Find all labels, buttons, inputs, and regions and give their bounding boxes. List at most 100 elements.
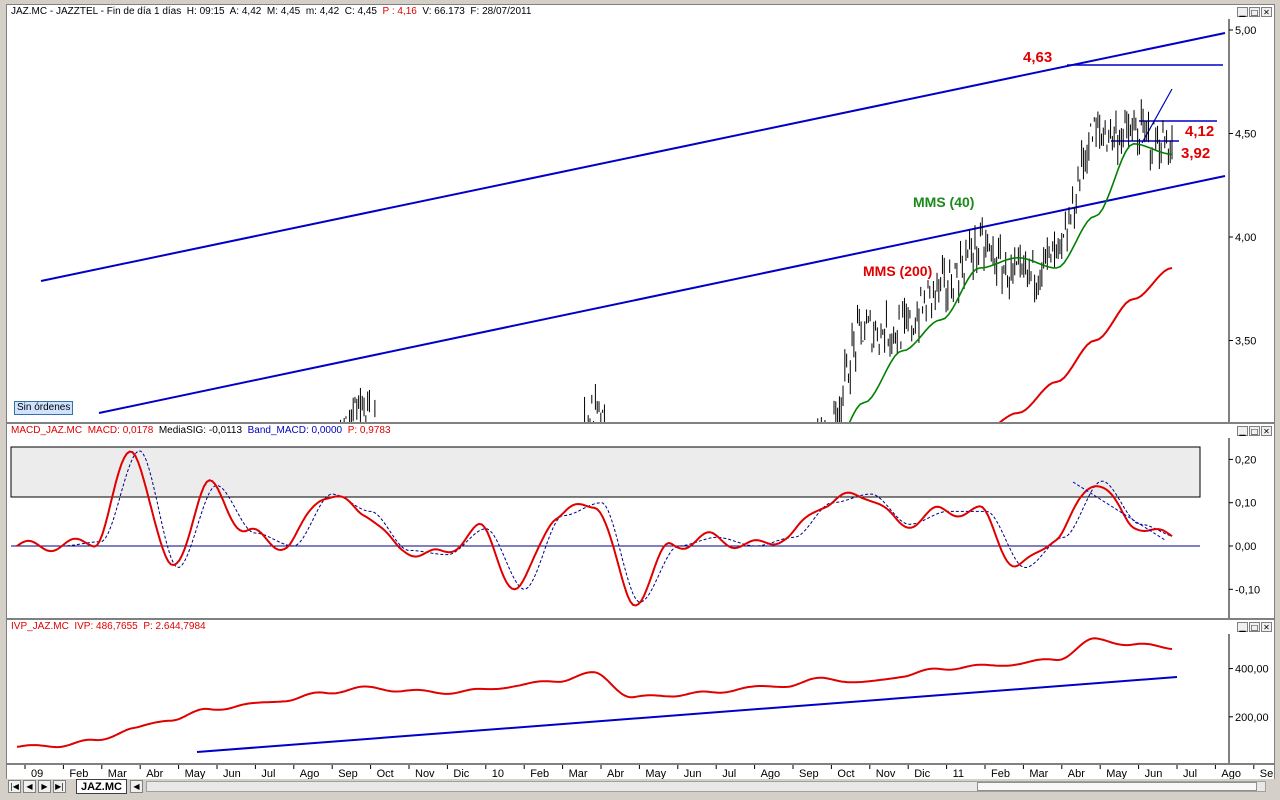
x-axis-tick-label: Dic	[914, 768, 930, 779]
x-axis-tick-label: Jun	[1145, 768, 1163, 779]
minimize-icon[interactable]: ▁	[1237, 622, 1248, 632]
x-axis-tick-label: Ago	[761, 768, 781, 779]
lower-trend-line	[98, 175, 1226, 414]
x-axis-tick-label: Feb	[530, 768, 549, 779]
mms40-line	[848, 142, 1173, 422]
x-axis-tick-label: Jul	[722, 768, 736, 779]
date-axis: 09 Feb Mar Abr May Jun Jul Ago Sep Oct Nov Dic 10 Feb…	[6, 764, 1275, 780]
bottom-toolbar: |◀ ◀ ▶ ▶| JAZ.MC ◀	[6, 779, 1275, 795]
ivp-name: IVP_JAZ.MC	[11, 621, 69, 632]
macd-divergence-line	[1072, 481, 1166, 541]
restore-icon[interactable]: □	[1249, 622, 1260, 632]
symbol-tab[interactable]: JAZ.MC	[76, 779, 127, 794]
price-y-tick-label: 5,00	[1235, 25, 1256, 37]
price-pane: JAZ.MC - JAZZTEL - Fin de día 1 días H: …	[6, 4, 1275, 423]
annotation-level1: 4,12	[1185, 123, 1214, 140]
ivp-chart[interactable]: 400,00 200,00	[7, 620, 1274, 763]
x-axis-tick-label: Jun	[684, 768, 702, 779]
macd-band-zone	[10, 446, 1201, 498]
x-axis-tick-label: Jul	[1183, 768, 1197, 779]
x-axis-tick-label: Abr	[146, 768, 163, 779]
x-axis-tick-label: Ago	[300, 768, 320, 779]
x-axis-tick-label: Oct	[377, 768, 394, 779]
x-axis-tick-label: Nov	[415, 768, 435, 779]
ivp-trend-line	[196, 676, 1178, 753]
x-axis-tick-label: 09	[31, 768, 43, 779]
x-axis-tick-label: 11	[953, 768, 964, 779]
x-axis-tick-label: May	[185, 768, 206, 779]
macd-y-tick-label: 0,00	[1235, 541, 1256, 553]
minimize-icon[interactable]: ▁	[1237, 426, 1248, 436]
close-icon[interactable]: ✕	[1261, 7, 1272, 17]
restore-icon[interactable]: □	[1249, 426, 1260, 436]
x-axis-tick-label: Jul	[261, 768, 275, 779]
x-axis-tick-label: Sep	[799, 768, 819, 779]
upper-trend-line	[40, 32, 1226, 282]
mms200-line	[998, 267, 1173, 422]
macd-y-tick-label: 0,10	[1235, 498, 1256, 510]
ivp-header: IVP_JAZ.MC IVP: 486,7655 P: 2.644,7984	[11, 621, 206, 632]
x-axis-tick-label: Mar	[1029, 768, 1048, 779]
x-axis-tick-label: Dic	[453, 768, 469, 779]
ivp-pane: IVP_JAZ.MC IVP: 486,7655 P: 2.644,7984 ▁…	[6, 619, 1275, 764]
close-value: C: 4,45	[344, 6, 377, 17]
last-icon[interactable]: ▶|	[53, 780, 66, 793]
signal-value: MediaSIG: -0,0113	[158, 425, 243, 436]
prev-icon[interactable]: ◀	[23, 780, 36, 793]
macd-y-tick-label: 0,20	[1235, 454, 1256, 466]
macd-pane: MACD_JAZ.MC MACD: 0,0178 MediaSIG: -0,01…	[6, 423, 1275, 619]
annotation-level2: 3,92	[1181, 145, 1210, 162]
price-y-tick-label: 3,50	[1235, 336, 1256, 348]
price-chart[interactable]: 5,004,504,003,503,002,502,001,504,634,12…	[7, 5, 1274, 422]
close-icon[interactable]: ✕	[1261, 426, 1272, 436]
ivp-window-controls: ▁ □ ✕	[1237, 622, 1272, 632]
horizontal-scrollbar[interactable]	[146, 781, 1266, 792]
x-axis-tick-label: May	[645, 768, 666, 779]
x-axis-tick-label: Feb	[69, 768, 88, 779]
x-axis-tick-label: Feb	[991, 768, 1010, 779]
macd-y-tick-label: -0,10	[1235, 584, 1260, 596]
price-header: JAZ.MC - JAZZTEL - Fin de día 1 días H: …	[11, 6, 531, 17]
annotation-mms40: MMS (40)	[913, 194, 974, 210]
cursor-price-value: P : 4,16	[382, 6, 417, 17]
tab-scroll-left-icon[interactable]: ◀	[130, 780, 143, 793]
volume-value: V: 66.173	[422, 6, 465, 17]
price-y-tick-label: 4,00	[1235, 232, 1256, 244]
x-axis-tick-label: Nov	[876, 768, 896, 779]
x-axis-tick-label: Jun	[223, 768, 241, 779]
symbol-info: JAZ.MC - JAZZTEL - Fin de día 1 días	[11, 6, 182, 17]
x-axis-tick-label: 10	[492, 768, 504, 779]
x-axis-tick-label: Abr	[607, 768, 624, 779]
minimize-icon[interactable]: ▁	[1237, 7, 1248, 17]
hour-value: H: 09:15	[186, 6, 225, 17]
next-icon[interactable]: ▶	[38, 780, 51, 793]
orders-badge[interactable]: Sin órdenes	[14, 401, 74, 415]
scrollbar-thumb[interactable]	[977, 782, 1257, 791]
macd-signal-line	[17, 450, 1173, 603]
price-window-controls: ▁ □ ✕	[1237, 7, 1272, 17]
x-axis-tick-label: Mar	[569, 768, 588, 779]
x-axis-tick-label: Ago	[1221, 768, 1241, 779]
date-value: F: 28/07/2011	[470, 6, 532, 17]
macd-value: MACD: 0,0178	[87, 425, 154, 436]
restore-icon[interactable]: □	[1249, 7, 1260, 17]
band-value: Band_MACD: 0,0000	[247, 425, 343, 436]
ivp-y-tick-label: 400,00	[1235, 664, 1269, 676]
macd-name: MACD_JAZ.MC	[11, 425, 83, 436]
x-axis-tick-label: Sep	[338, 768, 358, 779]
macd-chart[interactable]: 0,20 0,10 0,00 -0,10	[7, 424, 1274, 618]
x-axis-tick-label: Abr	[1068, 768, 1085, 779]
date-axis-svg: 09 Feb Mar Abr May Jun Jul Ago Sep Oct Nov Dic 10 Feb…	[24, 765, 1274, 779]
first-icon[interactable]: |◀	[8, 780, 21, 793]
macd-header: MACD_JAZ.MC MACD: 0,0178 MediaSIG: -0,01…	[11, 425, 391, 436]
macd-cursor-value: P: 0,9783	[347, 425, 391, 436]
close-icon[interactable]: ✕	[1261, 622, 1272, 632]
ivp-value: IVP: 486,7655	[74, 621, 138, 632]
macd-window-controls: ▁ □ ✕	[1237, 426, 1272, 436]
macd-line	[16, 450, 1173, 607]
low-value: m: 4,42	[305, 6, 340, 17]
x-axis-tick-label: Mar	[108, 768, 127, 779]
x-axis-tick-label: Oct	[837, 768, 854, 779]
high-value: M: 4,45	[266, 6, 301, 17]
x-axis-tick-label: Sep	[1260, 768, 1274, 779]
